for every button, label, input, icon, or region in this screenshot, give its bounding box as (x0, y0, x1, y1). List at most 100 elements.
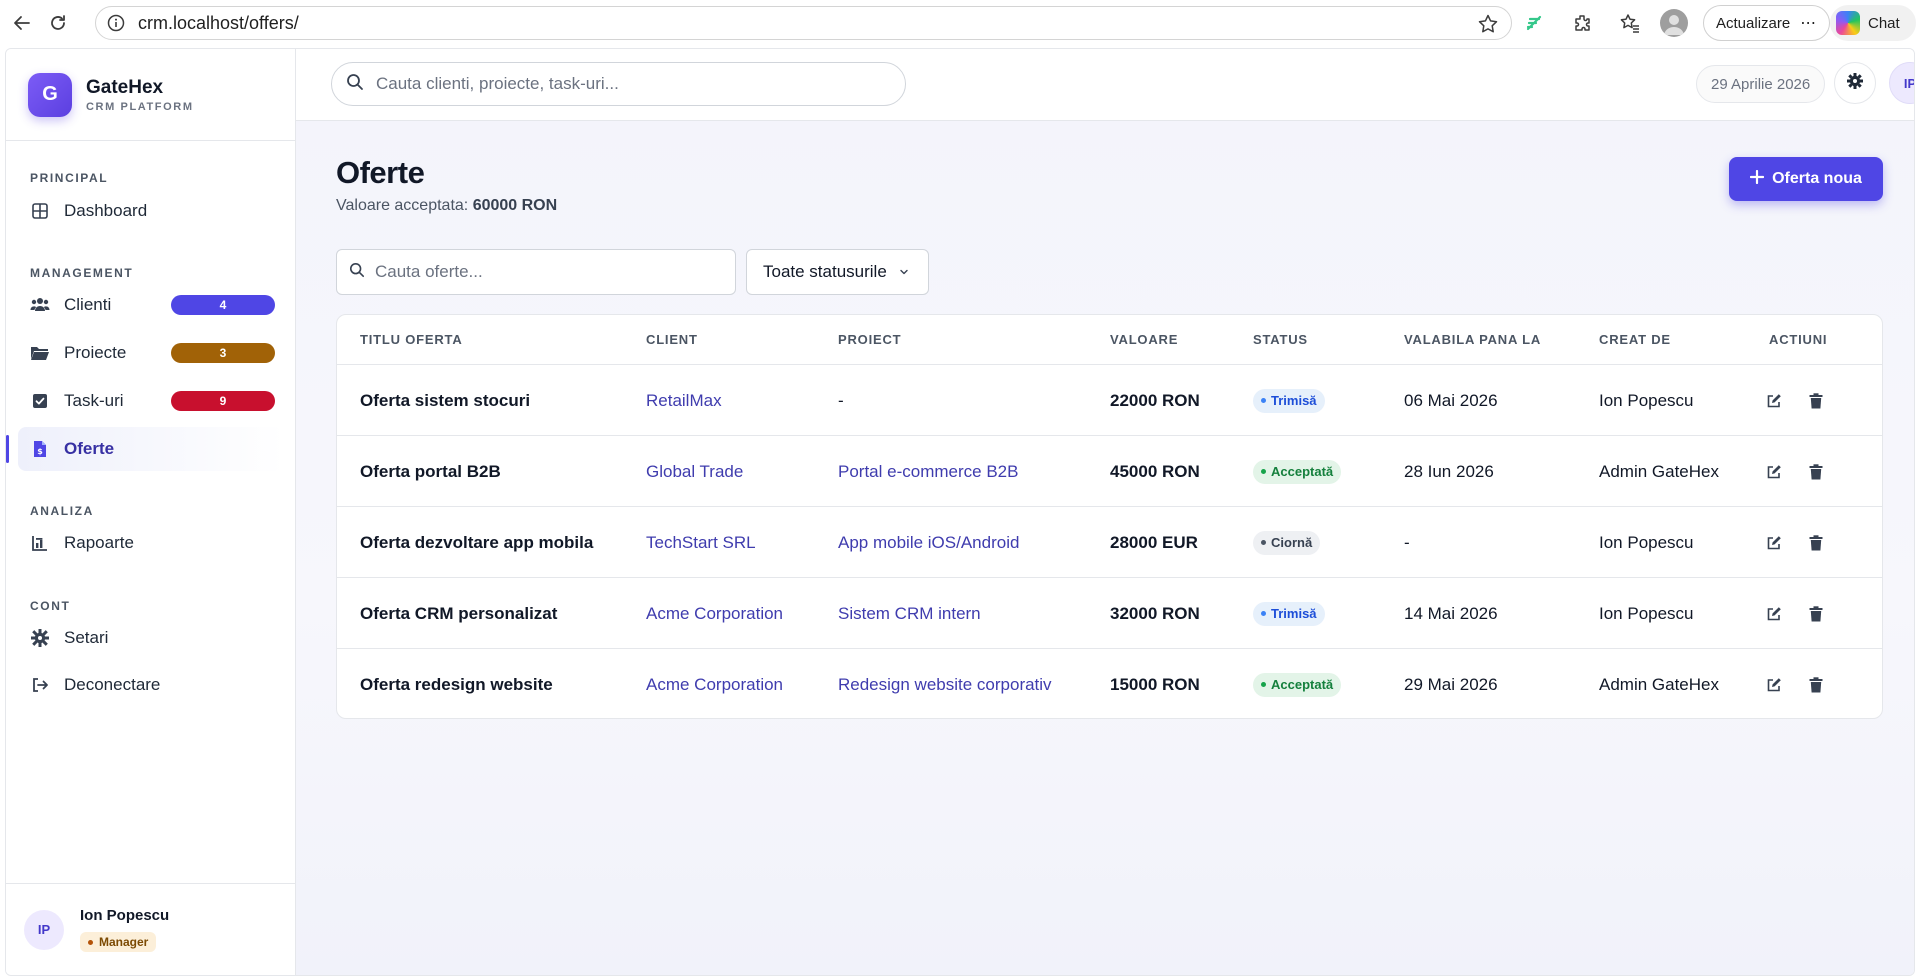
reload-icon[interactable] (44, 9, 72, 37)
row-actions (1760, 507, 1830, 578)
bookmark-star-icon[interactable] (1477, 13, 1499, 40)
project-link[interactable]: Sistem CRM intern (838, 603, 981, 623)
offer-title[interactable]: Oferta sistem stocuri (360, 390, 531, 410)
row-actions (1760, 649, 1830, 718)
table-row[interactable]: Oferta sistem stocuri RetailMax - 22000 … (337, 365, 1882, 436)
top-user-avatar[interactable]: IP (1889, 62, 1914, 104)
table-row[interactable]: Oferta portal B2B Global Trade Portal e-… (337, 436, 1882, 507)
browser-toolbar: crm.localhost/offers/ Actualizare ⋯ Chat (0, 0, 1920, 46)
sidebar-item-setari[interactable]: Setari (18, 616, 284, 660)
column-header-proiect[interactable]: PROIECT (838, 332, 902, 347)
address-bar[interactable]: crm.localhost/offers/ (95, 6, 1512, 40)
status-label: Trimisă (1271, 393, 1317, 408)
edit-icon[interactable] (1760, 600, 1788, 628)
more-dots-icon[interactable]: ⋯ (1800, 15, 1818, 32)
created-by: Ion Popescu (1599, 532, 1694, 552)
offer-title[interactable]: Oferta dezvoltare app mobila (360, 532, 594, 552)
valid-until: 29 Mai 2026 (1404, 674, 1498, 694)
browser-profile-avatar[interactable] (1660, 9, 1688, 37)
client-link[interactable]: Global Trade (646, 461, 744, 481)
global-search[interactable] (331, 62, 906, 106)
client-link[interactable]: RetailMax (646, 390, 722, 410)
browser-update-button[interactable]: Actualizare ⋯ (1703, 5, 1831, 41)
edit-icon[interactable] (1760, 529, 1788, 557)
copilot-chat-button[interactable]: Chat (1830, 5, 1916, 41)
table-row[interactable]: Oferta CRM personalizat Acme Corporation… (337, 578, 1882, 649)
sidebar-item-label: Dashboard (64, 201, 148, 220)
sidebar-item-oferte[interactable]: $ Oferte (6, 427, 284, 471)
url-text[interactable]: crm.localhost/offers/ (138, 12, 299, 33)
column-header-titlu[interactable]: TITLU OFERTA (360, 332, 463, 347)
offer-title[interactable]: Oferta redesign website (360, 674, 553, 694)
user-avatar[interactable]: IP (24, 909, 64, 950)
edit-icon[interactable] (1760, 671, 1788, 699)
trash-icon[interactable] (1802, 387, 1830, 415)
sidebar-item-clienti[interactable]: Clienti 4 (18, 283, 284, 327)
status-cell: Acceptată (1253, 436, 1342, 507)
brand-logo[interactable]: G (28, 72, 72, 117)
extension-feather-icon[interactable] (1520, 9, 1548, 37)
sidebar-item-label: Setari (64, 628, 109, 647)
sidebar-item-rapoarte[interactable]: Rapoarte (18, 521, 284, 565)
column-header-client[interactable]: CLIENT (646, 332, 698, 347)
row-actions (1760, 436, 1830, 507)
gear-icon (30, 628, 50, 648)
chat-label: Chat (1868, 14, 1900, 32)
accepted-value-line: Valoare acceptata: 60000 RON (336, 197, 557, 215)
table-row[interactable]: Oferta dezvoltare app mobila TechStart S… (337, 507, 1882, 578)
client-link[interactable]: TechStart SRL (646, 532, 756, 552)
project-link[interactable]: Redesign website corporativ (838, 674, 1052, 694)
app-window: G GateHex CRM PLATFORM PRINCIPAL Dashboa… (5, 48, 1915, 976)
chart-icon (30, 533, 50, 553)
brand-name: GateHex (86, 76, 164, 98)
extensions-puzzle-icon[interactable] (1568, 9, 1596, 37)
offer-title[interactable]: Oferta CRM personalizat (360, 603, 558, 623)
column-header-status[interactable]: STATUS (1253, 332, 1308, 347)
client-link[interactable]: Acme Corporation (646, 674, 784, 694)
edit-icon[interactable] (1760, 387, 1788, 415)
offer-value: 45000 RON (1110, 461, 1200, 481)
project-link[interactable]: Portal e-commerce B2B (838, 461, 1019, 481)
grid-icon (30, 201, 50, 221)
project-link[interactable]: App mobile iOS/Android (838, 532, 1020, 552)
global-search-input[interactable] (376, 74, 896, 94)
edit-icon[interactable] (1760, 458, 1788, 486)
status-filter-select[interactable]: Toate statusurile (746, 249, 929, 295)
client-link[interactable]: Acme Corporation (646, 603, 784, 623)
sidebar-item-label: Oferte (64, 439, 115, 458)
trash-icon[interactable] (1802, 671, 1830, 699)
user-card[interactable]: IP Ion Popescu Manager (6, 883, 295, 975)
back-arrow-icon[interactable] (8, 9, 36, 37)
section-title-principal: PRINCIPAL (30, 171, 109, 185)
sidebar-item-proiecte[interactable]: Proiecte 3 (18, 331, 284, 375)
svg-text:$: $ (37, 447, 43, 456)
sidebar-item-task-uri[interactable]: Task-uri 9 (18, 379, 284, 423)
sidebar-item-deconectare[interactable]: Deconectare (18, 663, 284, 707)
offer-title[interactable]: Oferta portal B2B (360, 461, 501, 481)
new-offer-button[interactable]: Oferta noua (1729, 157, 1883, 201)
trash-icon[interactable] (1802, 600, 1830, 628)
table-row[interactable]: Oferta redesign website Acme Corporation… (337, 649, 1882, 718)
settings-button[interactable] (1834, 62, 1876, 104)
favorites-icon[interactable] (1616, 9, 1644, 37)
offers-search[interactable] (336, 249, 736, 295)
column-header-valabila[interactable]: VALABILA PANA LA (1404, 332, 1542, 347)
project-link[interactable]: - (838, 390, 844, 410)
sidebar-item-dashboard[interactable]: Dashboard (18, 189, 284, 233)
user-name: Ion Popescu (80, 907, 170, 924)
section-title-management: MANAGEMENT (30, 266, 134, 280)
role-badge: Manager (80, 932, 157, 952)
copilot-icon (1836, 11, 1860, 35)
column-header-valoare[interactable]: VALOARE (1110, 332, 1179, 347)
topbar: 29 Aprilie 2026 IP (296, 49, 1914, 121)
new-offer-label: Oferta noua (1772, 170, 1862, 187)
created-by: Admin GateHex (1599, 461, 1719, 481)
column-header-creat-de[interactable]: CREAT DE (1599, 332, 1671, 347)
trash-icon[interactable] (1802, 529, 1830, 557)
offers-search-input[interactable] (375, 262, 715, 282)
trash-icon[interactable] (1802, 458, 1830, 486)
site-info-icon[interactable] (106, 13, 126, 33)
folder-icon (30, 343, 50, 363)
created-by: Ion Popescu (1599, 603, 1694, 623)
main-content: 29 Aprilie 2026 IP Oferte Valoare accept… (296, 49, 1914, 975)
